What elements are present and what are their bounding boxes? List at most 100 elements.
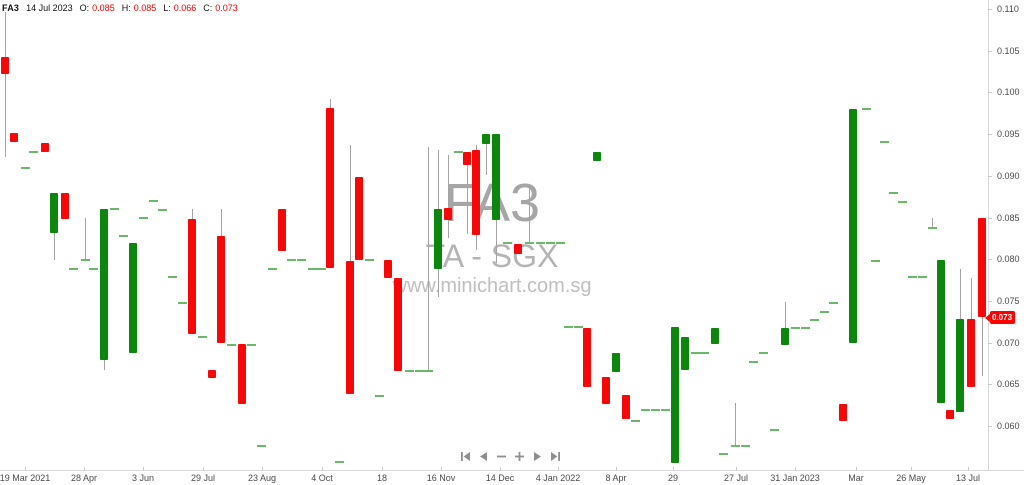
date-axis-tick: [500, 467, 501, 471]
price-axis-label: 0.100: [997, 87, 1020, 98]
doji-dash: [879, 140, 889, 143]
doji-dash: [730, 445, 740, 447]
date-axis-label: 31 Jan 2023: [770, 473, 820, 483]
doji-dash: [423, 370, 433, 372]
doji-dash: [888, 192, 898, 195]
price-axis-tick: [988, 300, 992, 302]
doji-dash: [630, 420, 640, 422]
doji-dash: [660, 409, 670, 412]
date-axis-label: 26 May: [896, 473, 926, 483]
candle-wick: [931, 218, 933, 228]
doji-dash: [404, 370, 414, 372]
date-axis-label: 27 Jul: [723, 473, 749, 483]
doji-dash: [20, 166, 30, 169]
bull-candle-body: [482, 134, 490, 145]
doji-dash: [758, 351, 768, 354]
bear-candle-body: [514, 244, 522, 255]
bull-candle-body: [50, 193, 58, 234]
doji-dash: [88, 268, 98, 271]
doji-dash: [148, 199, 158, 202]
doji-dash: [334, 460, 344, 463]
close-label: C:: [203, 3, 213, 13]
price-axis-tick: [988, 50, 992, 52]
candle-wick: [528, 185, 530, 243]
open-value: 0.085: [92, 3, 115, 13]
bear-candle-body: [61, 192, 69, 220]
doji-dash: [364, 259, 374, 261]
date-axis-label: 29: [667, 473, 679, 483]
doji-dash: [374, 395, 384, 397]
date-axis-tick: [558, 467, 559, 471]
step-back-icon[interactable]: [478, 451, 489, 462]
bear-candle-body: [583, 327, 591, 387]
doji-dash: [316, 268, 326, 271]
bull-candle-body: [129, 243, 137, 354]
doji-dash: [167, 275, 177, 278]
step-forward-icon[interactable]: [532, 451, 543, 462]
doji-dash: [197, 335, 207, 338]
bear-candle-body: [10, 133, 18, 143]
bear-candle-body: [622, 395, 630, 420]
zoom-in-icon[interactable]: [514, 451, 525, 462]
date-axis-tick: [143, 467, 144, 471]
price-axis-label: 0.095: [997, 129, 1020, 140]
bull-candle-body: [492, 134, 500, 220]
low-readout: L: 0.066: [163, 3, 196, 13]
doji-dash: [555, 241, 565, 244]
price-axis-tick: [988, 384, 992, 386]
bull-candle-body: [681, 336, 689, 371]
bear-candle-body: [444, 207, 452, 220]
date-axis-label: 14 Dec: [485, 473, 515, 483]
low-value: 0.066: [173, 3, 197, 13]
price-axis-label: 0.085: [997, 212, 1020, 223]
skip-to-end-icon[interactable]: [550, 451, 561, 462]
date-axis-tick: [382, 467, 383, 471]
doji-dash: [80, 259, 90, 261]
price-axis-label: 0.075: [997, 295, 1020, 306]
date-axis-tick: [322, 467, 323, 471]
doji-dash: [118, 234, 128, 237]
doji-dash: [502, 241, 512, 244]
candle-wick: [447, 154, 449, 239]
date-axis-tick: [795, 467, 796, 471]
bull-candle-body: [593, 151, 601, 161]
doji-dash: [453, 151, 463, 154]
high-label: H:: [121, 3, 131, 13]
date-axis-label: 13 Jul: [955, 473, 981, 483]
doji-dash: [524, 241, 534, 244]
bear-candle-body: [839, 403, 847, 421]
doji-dash: [256, 445, 266, 447]
bear-candle-body: [208, 370, 216, 379]
zoom-out-icon[interactable]: [496, 451, 507, 462]
price-axis-tick: [988, 426, 992, 427]
doji-dash: [545, 241, 555, 244]
bull-candle-body: [612, 352, 620, 372]
date-axis-tick: [441, 467, 442, 471]
doji-dash: [246, 344, 256, 347]
open-readout: O: 0.085: [80, 3, 115, 13]
price-axis-label: 0.090: [997, 170, 1020, 181]
skip-to-start-icon[interactable]: [460, 451, 471, 462]
date-axis-tick: [968, 467, 969, 471]
bear-candle-body: [238, 344, 246, 405]
price-axis-tick: [988, 217, 992, 219]
doji-dash: [650, 409, 660, 412]
bull-candle-body: [711, 328, 719, 345]
price-axis-tick: [988, 342, 992, 344]
ohlc-readout: FA3 14 Jul 2023 O: 0.085 H: 0.085 L: 0.0…: [2, 3, 238, 13]
doji-dash: [800, 326, 810, 329]
date-axis: 19 Mar 2021 28 Apr 3 Jun 29 Jul 23 Aug 4 Oct 1…: [0, 467, 1024, 485]
doji-dash: [927, 226, 937, 229]
price-axis-label: 0.060: [997, 421, 1020, 431]
bear-candle-body: [217, 235, 225, 344]
price-axis: 0.110 0.105 0.100 0.095 0.090 0.085 0.080 0.075…: [988, 0, 1024, 470]
bear-candle-body: [472, 149, 480, 235]
bull-candle-body: [100, 209, 108, 361]
open-label: O:: [79, 3, 90, 13]
doji-dash: [296, 259, 306, 261]
date-axis-label: 16 Nov: [426, 473, 456, 483]
date-label: 14 Jul 2023: [26, 3, 73, 13]
date-axis-label: 23 Aug: [247, 473, 277, 483]
